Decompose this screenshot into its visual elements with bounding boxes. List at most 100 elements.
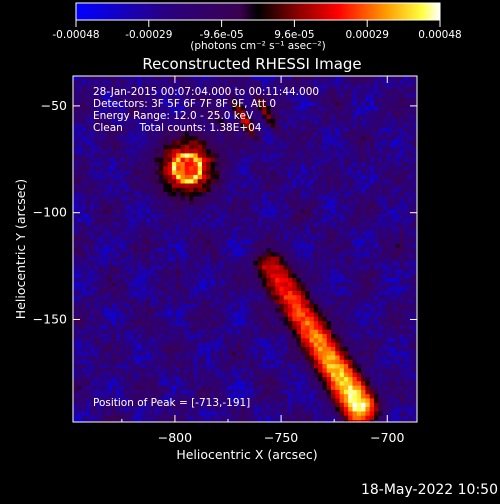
heatmap-pixel <box>120 308 125 313</box>
heatmap-pixel <box>387 93 392 98</box>
heatmap-pixel <box>77 287 82 292</box>
heatmap-pixel <box>241 338 246 343</box>
heatmap-pixel <box>340 222 345 227</box>
heatmap-pixel <box>219 209 224 214</box>
heatmap-pixel <box>279 132 284 137</box>
heatmap-pixel <box>146 214 151 219</box>
heatmap-pixel <box>301 325 306 330</box>
heatmap-pixel <box>288 248 293 253</box>
heatmap-pixel <box>254 158 259 163</box>
heatmap-pixel <box>254 192 259 197</box>
heatmap-pixel <box>353 222 358 227</box>
heatmap-pixel <box>254 235 259 240</box>
heatmap-pixel <box>254 304 259 309</box>
heatmap-pixel <box>262 222 267 227</box>
heatmap-pixel <box>271 214 276 219</box>
heatmap-pixel <box>314 218 319 223</box>
heatmap-pixel <box>378 80 383 85</box>
heatmap-pixel <box>378 274 383 279</box>
heatmap-pixel <box>310 231 315 236</box>
heatmap-pixel <box>77 166 82 171</box>
heatmap-pixel <box>224 274 229 279</box>
heatmap-pixel <box>361 334 366 339</box>
heatmap-pixel <box>228 214 233 219</box>
heatmap-pixel <box>249 334 254 339</box>
heatmap-pixel <box>267 145 272 150</box>
heatmap-pixel <box>387 188 392 193</box>
heatmap-pixel <box>374 162 379 167</box>
heatmap-pixel <box>133 325 138 330</box>
heatmap-pixel <box>159 239 164 244</box>
heatmap-pixel <box>396 338 401 343</box>
heatmap-pixel <box>288 80 293 85</box>
heatmap-pixel <box>271 201 276 206</box>
heatmap-pixel <box>374 244 379 249</box>
heatmap-pixel <box>215 321 220 326</box>
heatmap-pixel <box>155 158 160 163</box>
heatmap-pixel <box>258 222 263 227</box>
heatmap-pixel <box>348 278 353 283</box>
heatmap-pixel <box>314 209 319 214</box>
heatmap-pixel <box>314 300 319 305</box>
heatmap-pixel <box>181 308 186 313</box>
heatmap-pixel <box>344 248 349 253</box>
heatmap-pixel <box>95 317 100 322</box>
heatmap-pixel <box>224 261 229 266</box>
heatmap-pixel <box>77 80 82 85</box>
heatmap-pixel <box>129 175 134 180</box>
heatmap-pixel <box>404 188 409 193</box>
heatmap-pixel <box>86 162 91 167</box>
heatmap-pixel <box>340 209 345 214</box>
heatmap-pixel <box>374 334 379 339</box>
heatmap-pixel <box>176 227 181 232</box>
heatmap-pixel <box>357 110 362 115</box>
heatmap-pixel <box>378 231 383 236</box>
heatmap-pixel <box>267 149 272 154</box>
heatmap-pixel <box>284 192 289 197</box>
heatmap-pixel <box>408 222 413 227</box>
heatmap-pixel <box>228 270 233 275</box>
heatmap-pixel <box>292 209 297 214</box>
heatmap-pixel <box>150 153 155 158</box>
heatmap-pixel <box>211 248 216 253</box>
heatmap-pixel <box>361 76 366 81</box>
heatmap-pixel <box>408 278 413 283</box>
heatmap-pixel <box>254 162 259 167</box>
heatmap-pixel <box>236 80 241 85</box>
heatmap-pixel <box>301 270 306 275</box>
heatmap-pixel <box>370 270 375 275</box>
heatmap-pixel <box>365 334 370 339</box>
heatmap-pixel <box>193 218 198 223</box>
heatmap-pixel <box>181 270 186 275</box>
heatmap-pixel <box>86 261 91 266</box>
heatmap-pixel <box>383 136 388 141</box>
heatmap-pixel <box>202 308 207 313</box>
heatmap-pixel <box>365 218 370 223</box>
heatmap-pixel <box>267 110 272 115</box>
heatmap-pixel <box>348 295 353 300</box>
heatmap-pixel <box>288 291 293 296</box>
heatmap-pixel <box>396 166 401 171</box>
heatmap-pixel <box>112 196 117 201</box>
heatmap-pixel <box>206 300 211 305</box>
heatmap-pixel <box>335 102 340 107</box>
heatmap-pixel <box>181 171 186 176</box>
heatmap-pixel <box>219 158 224 163</box>
heatmap-pixel <box>86 179 91 184</box>
heatmap-pixel <box>77 89 82 94</box>
heatmap-pixel <box>396 201 401 206</box>
heatmap-pixel <box>236 209 241 214</box>
heatmap-pixel <box>400 153 405 158</box>
heatmap-pixel <box>258 136 263 141</box>
heatmap-pixel <box>112 252 117 257</box>
heatmap-pixel <box>155 248 160 253</box>
heatmap-pixel <box>95 239 100 244</box>
heatmap-pixel <box>314 153 319 158</box>
heatmap-pixel <box>340 235 345 240</box>
heatmap-pixel <box>172 205 177 210</box>
heatmap-pixel <box>284 119 289 124</box>
heatmap-pixel <box>236 205 241 210</box>
heatmap-pixel <box>288 287 293 292</box>
heatmap-pixel <box>331 278 336 283</box>
heatmap-pixel <box>275 158 280 163</box>
